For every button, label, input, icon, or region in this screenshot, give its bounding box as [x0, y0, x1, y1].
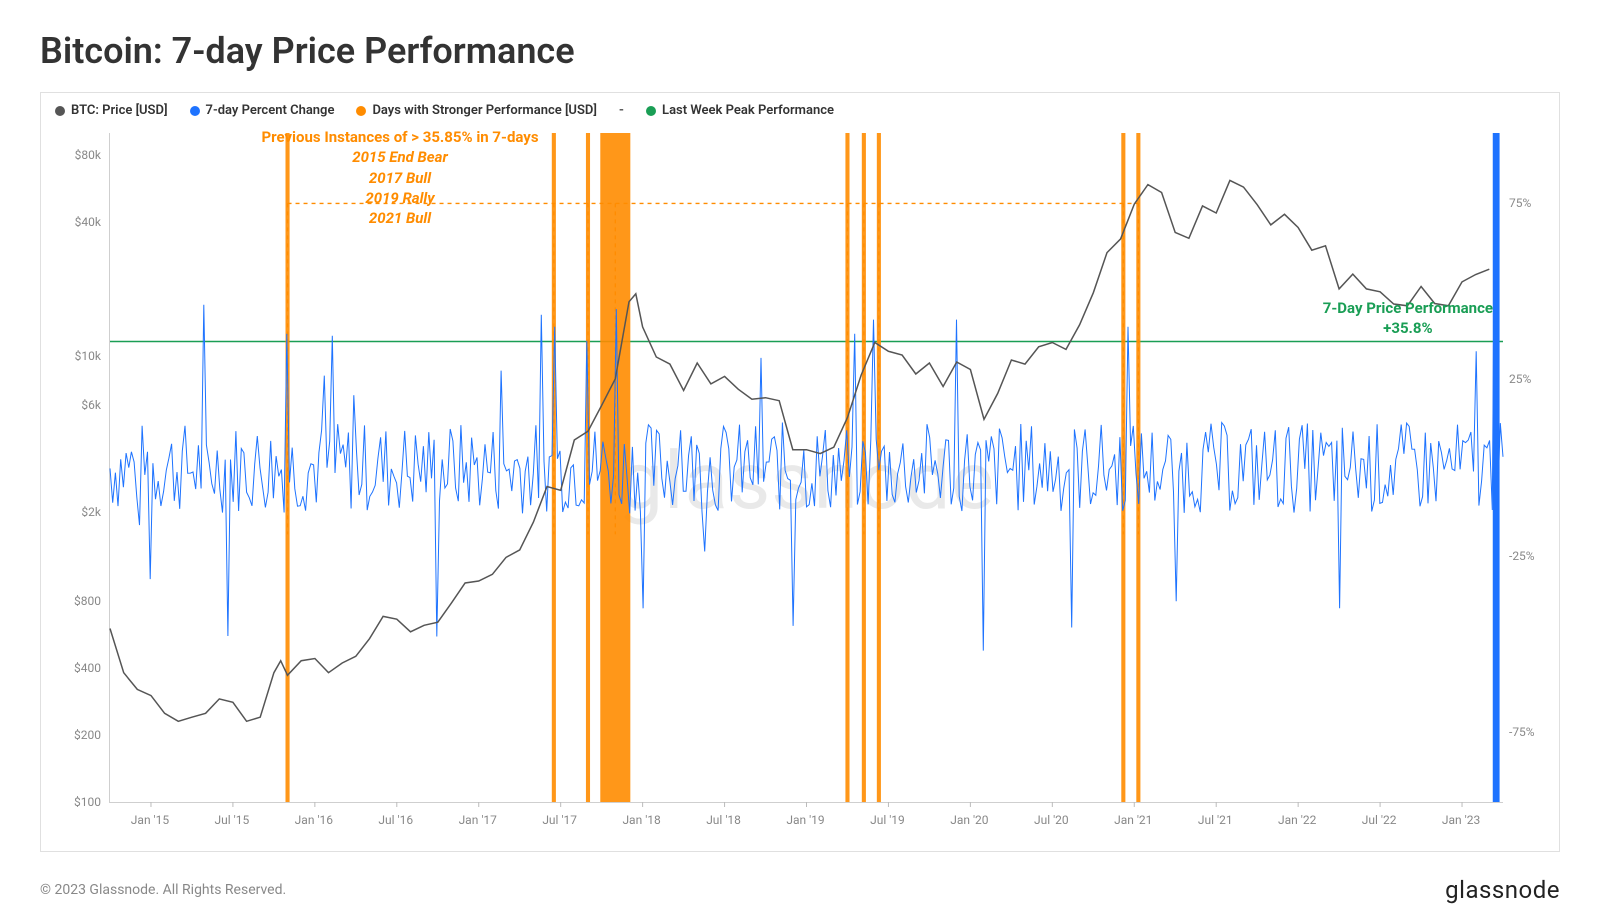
y-left-tick-label: $800	[51, 594, 101, 608]
x-tick-label: Jan '16	[295, 813, 333, 827]
chart-container: BTC: Price [USD] 7-day Percent Change Days…	[40, 92, 1560, 852]
x-tick-label: Jan '18	[622, 813, 660, 827]
y-right-tick-label: -25%	[1509, 549, 1553, 563]
y-left-tick-label: $2k	[51, 505, 101, 519]
brand-logo: glassnode	[1445, 876, 1560, 904]
x-tick-label: Jul '15	[215, 813, 250, 827]
x-tick-label: Jan '23	[1442, 813, 1480, 827]
plot-area: glassnode Previous Instances of > 35.85%…	[109, 133, 1503, 803]
y-right-tick-label: -75%	[1509, 725, 1553, 739]
x-tick-label: Jul '20	[1034, 813, 1069, 827]
x-tick-label: Jan '19	[786, 813, 824, 827]
legend-item: 7-day Percent Change	[190, 103, 335, 118]
x-tick-label: Jul '19	[870, 813, 905, 827]
page-title: Bitcoin: 7-day Price Performance	[40, 30, 1560, 72]
annotation-orange: Previous Instances of > 35.85% in 7-days…	[230, 127, 570, 228]
x-tick-label: Jul '16	[378, 813, 413, 827]
x-tick-label: Jan '21	[1114, 813, 1152, 827]
y-left-tick-label: $200	[51, 728, 101, 742]
y-left-tick-label: $10k	[51, 349, 101, 363]
y-left-tick-label: $400	[51, 661, 101, 675]
footer: © 2023 Glassnode. All Rights Reserved. g…	[40, 876, 1560, 904]
y-left-tick-label: $100	[51, 795, 101, 809]
legend: BTC: Price [USD] 7-day Percent Change Days…	[41, 93, 1559, 124]
copyright: © 2023 Glassnode. All Rights Reserved.	[40, 882, 286, 898]
x-tick-label: Jan '22	[1278, 813, 1316, 827]
legend-item: Last Week Peak Performance	[646, 103, 834, 118]
x-tick-label: Jan '17	[459, 813, 497, 827]
x-tick-label: Jul '22	[1362, 813, 1397, 827]
legend-item: -	[619, 103, 624, 118]
y-right-tick-label: 25%	[1509, 372, 1553, 386]
y-left-tick-label: $40k	[51, 215, 101, 229]
y-left-tick-label: $6k	[51, 398, 101, 412]
x-tick-label: Jul '18	[706, 813, 741, 827]
plot-svg	[110, 133, 1503, 802]
annotation-green: 7-Day Price Performance +35.8%	[1323, 299, 1493, 338]
y-right-tick-label: 75%	[1509, 196, 1553, 210]
x-tick-label: Jan '20	[950, 813, 988, 827]
x-tick-label: Jul '17	[542, 813, 577, 827]
x-tick-label: Jul '21	[1198, 813, 1233, 827]
legend-item: BTC: Price [USD]	[55, 103, 168, 118]
x-tick-label: Jan '15	[131, 813, 169, 827]
y-left-tick-label: $80k	[51, 148, 101, 162]
legend-item: Days with Stronger Performance [USD]	[356, 103, 596, 118]
